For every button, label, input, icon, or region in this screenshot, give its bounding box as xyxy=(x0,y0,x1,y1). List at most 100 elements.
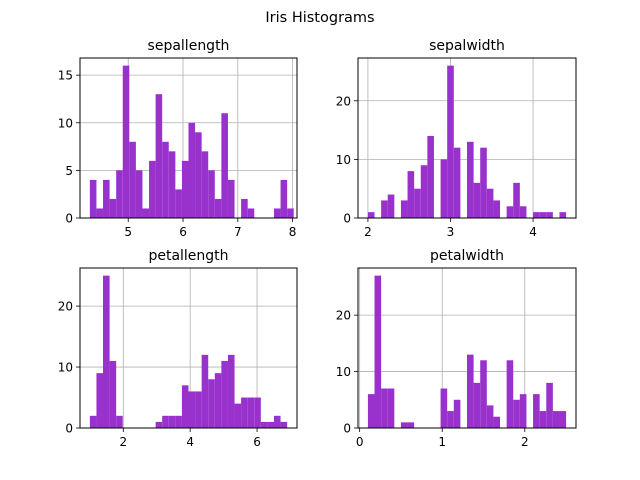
sepalwidth-axes-frame xyxy=(357,57,577,219)
petalwidth-bar xyxy=(367,394,375,428)
sepallength-bar xyxy=(109,198,117,218)
sepallength-bar xyxy=(116,170,123,218)
petalwidth-bar xyxy=(533,394,540,428)
petallength-bar xyxy=(214,373,222,428)
sepallength-bar xyxy=(96,208,104,218)
sepalwidth-bar xyxy=(559,212,567,218)
petalwidth-bar xyxy=(407,422,415,428)
petalwidth-bar xyxy=(387,388,395,428)
sepallength-bar xyxy=(287,208,294,218)
sepalwidth-x-tick-label: 4 xyxy=(529,225,537,239)
petalwidth-bar xyxy=(473,382,481,428)
sepallength-bar xyxy=(142,208,150,218)
sepalwidth-bar xyxy=(414,188,421,218)
sepallength-bar xyxy=(122,65,130,218)
petalwidth-bar xyxy=(400,422,408,428)
petallength-bar xyxy=(227,354,235,428)
sepalwidth-y-tick-label: 20 xyxy=(336,94,351,108)
sepalwidth-bar xyxy=(519,206,527,218)
sepalwidth-bar xyxy=(480,147,487,218)
petalwidth-bar xyxy=(480,360,487,428)
petallength-bar xyxy=(208,379,215,428)
sepallength-bar xyxy=(168,151,176,218)
sepallength-y-tick-label: 0 xyxy=(65,212,73,226)
sepallength-bar xyxy=(241,198,248,218)
petalwidth-bar xyxy=(539,411,547,428)
sepalwidth-x-tick-label: 3 xyxy=(447,225,455,239)
sepalwidth-bar xyxy=(546,212,553,218)
sepallength-bar xyxy=(175,189,182,218)
petallength-y-tick-label: 20 xyxy=(58,300,73,314)
petallength-bar xyxy=(195,391,202,428)
sepalwidth-bar xyxy=(506,206,514,218)
petallength-bar xyxy=(103,275,110,428)
petallength-bar xyxy=(254,397,261,428)
petalwidth-x-tick-label: 1 xyxy=(438,435,446,449)
petallength-bar xyxy=(221,360,228,428)
petallength-bar xyxy=(247,397,255,428)
sepallength-bar xyxy=(149,160,156,218)
petallength-bar xyxy=(175,415,182,428)
panel-petallength: 2 4 6 0 10 20 petallength xyxy=(58,248,298,449)
sepallength-y-tick-label: 10 xyxy=(58,116,73,130)
sepallength-bar xyxy=(214,198,222,218)
petallength-bar xyxy=(234,403,242,428)
sepalwidth-bar xyxy=(400,200,408,218)
sepalwidth-title: sepalwidth xyxy=(429,38,505,54)
sepallength-x-tick-label: 6 xyxy=(179,225,187,239)
sepalwidth-x-tick-label: 2 xyxy=(364,225,372,239)
sepallength-bar xyxy=(135,170,143,218)
petalwidth-bar xyxy=(493,416,501,428)
panel-sepalwidth: 2 3 4 0 10 20 sepalwidth xyxy=(336,38,577,239)
petalwidth-bar xyxy=(486,405,494,428)
sepalwidth-bar xyxy=(453,147,461,218)
sepalwidth-bar xyxy=(513,182,520,218)
petalwidth-x-tick-label: 0 xyxy=(356,435,364,449)
sepallength-bar xyxy=(227,179,235,218)
petallength-axes-frame xyxy=(79,267,298,429)
sepallength-x-tick-label: 5 xyxy=(124,225,132,239)
sepallength-title: sepallength xyxy=(148,38,230,54)
petalwidth-bar xyxy=(519,394,527,428)
petalwidth-bar xyxy=(381,388,388,428)
petallength-bar xyxy=(267,421,274,428)
petallength-bar xyxy=(188,391,196,428)
petallength-bar xyxy=(181,385,189,428)
sepallength-bar xyxy=(162,141,169,218)
sepallength-bar xyxy=(208,170,215,218)
sepalwidth-bar xyxy=(420,165,428,218)
sepallength-y-tick-label: 15 xyxy=(58,69,73,83)
petalwidth-bar xyxy=(374,275,382,428)
petallength-title: petallength xyxy=(148,248,228,264)
petalwidth-bar xyxy=(546,382,553,428)
petallength-y-tick-label: 0 xyxy=(65,422,73,436)
sepalwidth-y-tick-label: 10 xyxy=(336,153,351,167)
panel-sepallength: 5 6 7 8 0 5 10 15 sepallength xyxy=(58,38,298,239)
petalwidth-bar xyxy=(440,388,448,428)
sepalwidth-bar xyxy=(467,141,474,218)
petalwidth-y-tick-label: 20 xyxy=(336,309,351,323)
sepalwidth-bar xyxy=(486,188,494,218)
petalwidth-y-tick-label: 0 xyxy=(343,422,351,436)
sepalwidth-bar xyxy=(440,159,448,218)
sepallength-y-tick-label: 5 xyxy=(65,164,73,178)
petalwidth-bar xyxy=(552,411,560,428)
petallength-bar xyxy=(96,373,104,428)
petallength-bar xyxy=(201,354,209,428)
petallength-x-tick-label: 6 xyxy=(253,435,261,449)
sepallength-bar xyxy=(181,160,189,218)
sepallength-bar xyxy=(273,208,281,218)
petalwidth-title: petalwidth xyxy=(430,248,504,264)
petalwidth-bar xyxy=(453,399,461,428)
sepalwidth-bar xyxy=(387,194,395,218)
petallength-bar xyxy=(109,360,117,428)
petalwidth-bar xyxy=(559,411,567,428)
sepallength-axes-frame xyxy=(79,57,298,219)
petallength-bar xyxy=(273,415,281,428)
petallength-bar xyxy=(116,415,123,428)
petalwidth-y-tick-label: 10 xyxy=(336,365,351,379)
petalwidth-bar xyxy=(513,399,520,428)
petallength-bar xyxy=(280,421,288,428)
petallength-bar xyxy=(260,421,268,428)
